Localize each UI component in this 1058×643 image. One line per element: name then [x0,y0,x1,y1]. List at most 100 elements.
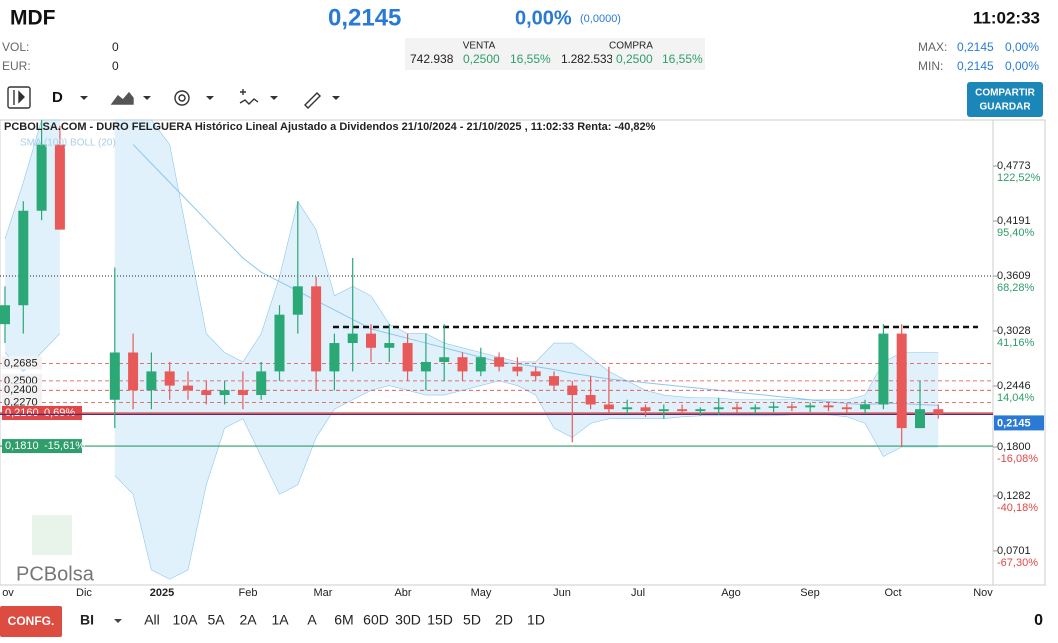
level-label: 0,2270 [4,396,38,408]
x-tick-label: Sep [800,587,820,599]
panel-toggle[interactable] [7,86,31,109]
compra-label: COMPRA [609,41,653,52]
interval[interactable]: D [52,89,63,106]
eur-label: EUR: [2,59,31,73]
period-button[interactable]: 30D [395,612,421,628]
level-label: 0,2400 [4,384,38,396]
eur: 0 [112,59,119,73]
x-tick-label: May [471,587,492,599]
period-button[interactable]: 6M [334,612,353,628]
x-tick-label: Ago [721,587,741,599]
y-tick-percent: -40,18% [997,502,1038,514]
y-tick-percent: 122,52% [997,172,1041,184]
candle-body [402,343,413,372]
y-tick-percent: -16,08% [997,453,1038,465]
candle-body [256,371,267,396]
candle-body [603,404,614,410]
candle-body [109,352,120,400]
mode-caret[interactable] [114,619,122,623]
share-button[interactable] [967,82,1043,117]
settings[interactable] [174,90,190,106]
candle-body [896,333,907,429]
period-button[interactable]: 10A [173,612,199,628]
candle-body [311,286,322,372]
count: 0 [1034,612,1043,629]
candle-body [128,352,139,391]
candle-body [439,357,450,362]
x-tick-label: Dic [76,587,92,599]
bollinger-line [114,119,939,401]
candle-body [494,357,505,367]
level-label: 0,2685 [4,357,38,369]
max: 0,2145 [957,40,994,54]
compra-volume: 1.282.533 [561,52,613,66]
period-button[interactable]: 60D [363,612,389,628]
chart-type[interactable] [110,91,134,105]
config-label[interactable]: CONFG. [8,614,55,628]
max-pct: 0,00% [1005,40,1039,54]
config-button[interactable] [0,606,62,637]
y-tick-label: 0,3609 [997,270,1031,282]
candle-body [512,366,523,372]
period-button[interactable]: 2A [239,612,257,628]
change-abs: (0,0000) [580,13,621,25]
candle-body [860,404,871,410]
period-button[interactable]: 15D [427,612,453,628]
candle-body [274,314,285,372]
candle-body [750,407,761,410]
y-tick-label: 0,1282 [997,490,1031,502]
candle-body [164,371,175,386]
indicators[interactable] [239,89,259,105]
mode[interactable]: BI [80,612,94,628]
x-tick-label: Jun [553,587,571,599]
y-tick-percent: 68,28% [997,282,1035,294]
period-button[interactable]: 5D [463,612,481,628]
venta-price: 0,2500 [463,52,500,66]
candle-body [915,409,925,429]
x-tick-label: Oct [884,587,901,599]
period-button[interactable]: 1D [527,612,545,628]
candle-body [786,406,797,408]
x-tick-label: Nov [973,587,993,599]
candle-body [823,405,834,408]
candle-body [201,390,212,396]
candle-body [366,333,376,348]
x-tick-label: Mar [314,587,333,599]
x-tick-label: 2025 [150,587,174,599]
candle-body [347,333,358,344]
logo-mark [32,515,72,555]
compra-price: 0,2500 [616,52,653,66]
candle-body [420,361,431,372]
candle-body [18,210,29,306]
x-tick-label: Abr [394,587,411,599]
candle-body [732,407,742,410]
period-button[interactable]: 1A [271,612,289,628]
y-tick-percent: 95,40% [997,227,1035,239]
mark-percent: -15,61% [44,440,85,452]
period-button[interactable]: A [307,612,317,628]
period-button[interactable]: 5A [207,612,225,628]
candle-body [878,333,889,405]
min-pct: 0,00% [1005,59,1039,73]
candle-body [237,390,248,396]
max-label: MAX: [918,40,947,54]
period-button[interactable]: 2D [495,612,513,628]
order-box [405,38,705,70]
period-button[interactable]: All [144,612,160,628]
candle-body [658,409,669,412]
candle-body [622,407,633,410]
last-price-label: 0,2145 [997,417,1031,429]
x-tick-label: ov [2,587,14,599]
level-label-bg [2,395,42,409]
x-tick-label: Jul [631,587,645,599]
draw-tool[interactable] [304,92,321,109]
share-button-line1[interactable]: COMPARTIR [975,88,1036,99]
candle-body [384,343,395,348]
share-button-line2[interactable]: GUARDAR [979,102,1031,113]
chart-title: PCBOLSA.COM - DURO FELGUERA Histórico Li… [4,121,656,133]
watermark: PCBolsa [16,563,95,585]
y-tick-percent: 14,04% [997,392,1035,404]
candle-body [640,407,651,412]
candle-body [530,371,541,377]
